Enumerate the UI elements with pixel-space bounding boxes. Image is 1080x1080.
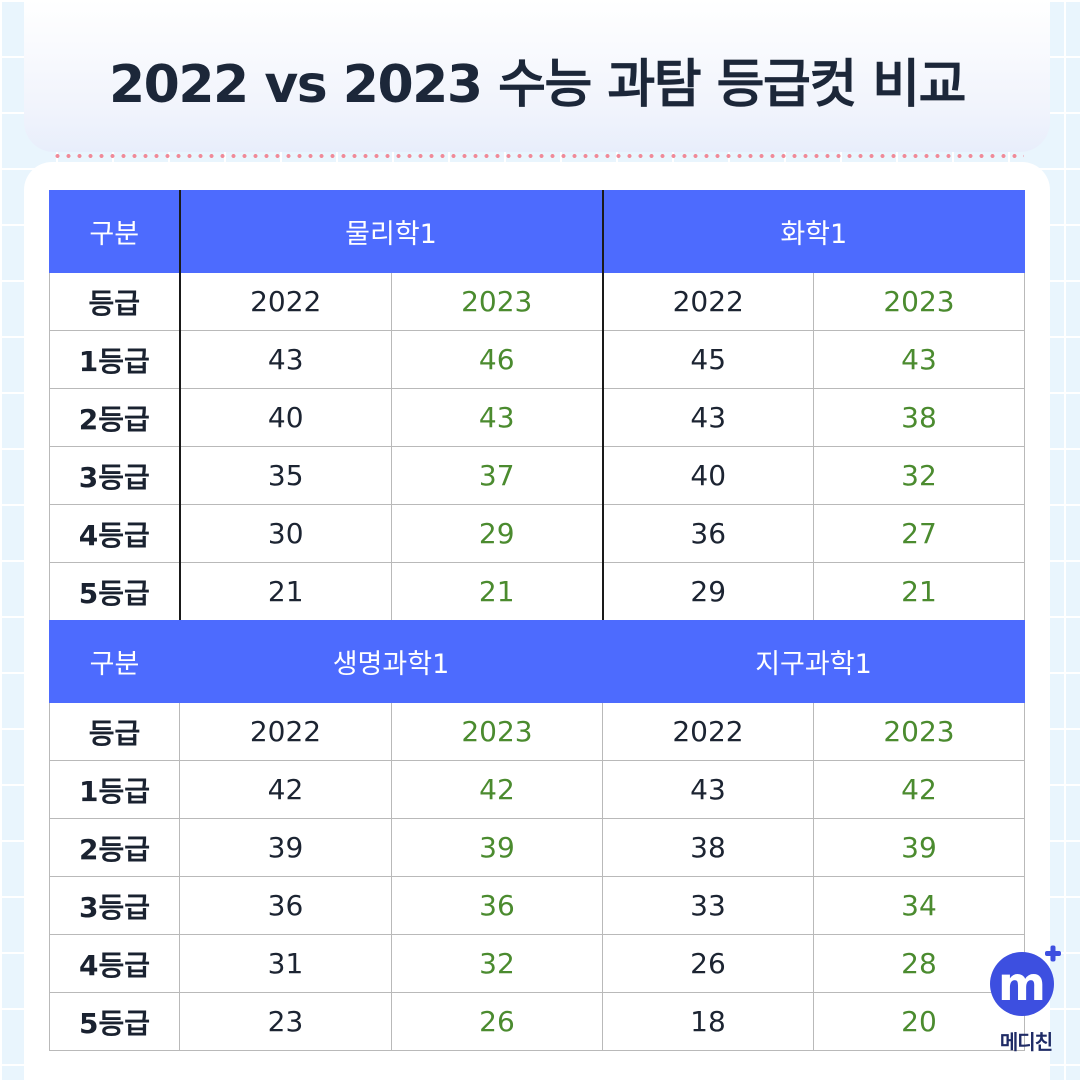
- cut-score-2022: 18: [602, 992, 814, 1051]
- grade-column-label: 등급: [49, 272, 180, 331]
- cut-score-2022: 23: [179, 992, 392, 1051]
- cut-score-2023: 27: [813, 504, 1025, 563]
- grade-label: 2등급: [49, 388, 180, 447]
- year-2022-label: 2022: [602, 702, 814, 761]
- cut-score-2022: 42: [179, 760, 392, 819]
- cut-score-2022: 21: [178, 562, 392, 621]
- grade-label: 1등급: [49, 330, 180, 389]
- grade-label: 5등급: [49, 562, 180, 621]
- table-row: 2등급 39 39 38 39: [49, 818, 1025, 877]
- cut-score-2022: 33: [602, 876, 814, 935]
- table-row: 4등급 31 32 26 28: [49, 934, 1025, 993]
- year-2022-label: 2022: [601, 272, 814, 331]
- table-header-row: 구분 물리학1 화학1: [49, 190, 1025, 273]
- cut-score-2023: 39: [391, 818, 603, 877]
- cut-score-2023: 21: [813, 562, 1025, 621]
- brand-logo: m 메디친: [986, 944, 1066, 1074]
- cut-score-2022: 36: [179, 876, 392, 935]
- grade-label: 2등급: [49, 818, 180, 877]
- subject-header-physics1: 물리학1: [178, 190, 603, 273]
- cut-score-2023: 43: [391, 388, 603, 447]
- grade-label: 4등급: [49, 934, 180, 993]
- table-row: 5등급 21 21 29 21: [49, 562, 1025, 621]
- cut-score-2022: 40: [178, 388, 392, 447]
- medichin-m-plus-icon: m: [990, 945, 1061, 1016]
- header-label: 구분: [49, 190, 180, 273]
- table-row: 2등급 40 43 43 38: [49, 388, 1025, 447]
- cut-score-2022: 36: [601, 504, 814, 563]
- table-row: 3등급 36 36 33 34: [49, 876, 1025, 935]
- cut-score-2023: 20: [813, 992, 1025, 1051]
- subject-header-earth-science1: 지구과학1: [602, 620, 1025, 703]
- cut-score-2022: 30: [178, 504, 392, 563]
- cut-score-2023: 36: [391, 876, 603, 935]
- cut-score-2023: 26: [391, 992, 603, 1051]
- year-2022-label: 2022: [178, 272, 392, 331]
- cut-score-2023: 32: [391, 934, 603, 993]
- table-row: 1등급 43 46 45 43: [49, 330, 1025, 389]
- cut-score-2022: 40: [601, 446, 814, 505]
- year-2023-label: 2023: [391, 702, 603, 761]
- page-title: 2022 vs 2023 수능 과탐 등급컷 비교: [109, 55, 966, 115]
- cut-score-2023: 34: [813, 876, 1025, 935]
- cut-score-2022: 31: [179, 934, 392, 993]
- table-row: 1등급 42 42 43 42: [49, 760, 1025, 819]
- year-2022-label: 2022: [179, 702, 392, 761]
- cut-score-2023: 37: [391, 446, 603, 505]
- year-2023-label: 2023: [813, 702, 1025, 761]
- cut-score-2022: 35: [178, 446, 392, 505]
- table-row: 5등급 23 26 18 20: [49, 992, 1025, 1051]
- table-subheader-row: 등급 2022 2023 2022 2023: [49, 702, 1025, 761]
- grade-label: 5등급: [49, 992, 180, 1051]
- grade-table-physics-chemistry: 구분 물리학1 화학1 등급 2022 2023 2022 2023 1등급 4…: [49, 190, 1025, 621]
- cut-score-2023: 42: [391, 760, 603, 819]
- cut-score-2023: 43: [813, 330, 1025, 389]
- cut-score-2023: 29: [391, 504, 603, 563]
- grade-label: 4등급: [49, 504, 180, 563]
- cut-score-2023: 42: [813, 760, 1025, 819]
- grade-label: 1등급: [49, 760, 180, 819]
- dotted-divider: [52, 153, 1024, 159]
- cut-score-2023: 46: [391, 330, 603, 389]
- cut-score-2022: 39: [179, 818, 392, 877]
- svg-text:m: m: [998, 957, 1046, 1011]
- cut-score-2022: 29: [601, 562, 814, 621]
- cut-score-2023: 32: [813, 446, 1025, 505]
- grade-label: 3등급: [49, 876, 180, 935]
- cut-score-2022: 43: [178, 330, 392, 389]
- subject-header-life-science1: 생명과학1: [179, 620, 603, 703]
- table-header-row: 구분 생명과학1 지구과학1: [49, 620, 1025, 703]
- cut-score-2023: 38: [813, 388, 1025, 447]
- cut-score-2022: 38: [602, 818, 814, 877]
- year-2023-label: 2023: [813, 272, 1025, 331]
- cut-score-2022: 43: [601, 388, 814, 447]
- title-card: 2022 vs 2023 수능 과탐 등급컷 비교: [24, 0, 1050, 152]
- year-2023-label: 2023: [391, 272, 603, 331]
- cut-score-2023: 21: [391, 562, 603, 621]
- grade-table-life-earth-science: 구분 생명과학1 지구과학1 등급 2022 2023 2022 2023 1등…: [49, 620, 1025, 1051]
- brand-name: 메디친: [999, 1030, 1053, 1054]
- cut-score-2023: 39: [813, 818, 1025, 877]
- cut-score-2022: 26: [602, 934, 814, 993]
- grade-column-label: 등급: [49, 702, 180, 761]
- grade-label: 3등급: [49, 446, 180, 505]
- cut-score-2022: 45: [601, 330, 814, 389]
- cut-score-2022: 43: [602, 760, 814, 819]
- table-subheader-row: 등급 2022 2023 2022 2023: [49, 272, 1025, 331]
- header-label: 구분: [49, 620, 180, 703]
- subject-header-chemistry1: 화학1: [601, 190, 1025, 273]
- table-row: 4등급 30 29 36 27: [49, 504, 1025, 563]
- cut-score-2023: 28: [813, 934, 1025, 993]
- table-row: 3등급 35 37 40 32: [49, 446, 1025, 505]
